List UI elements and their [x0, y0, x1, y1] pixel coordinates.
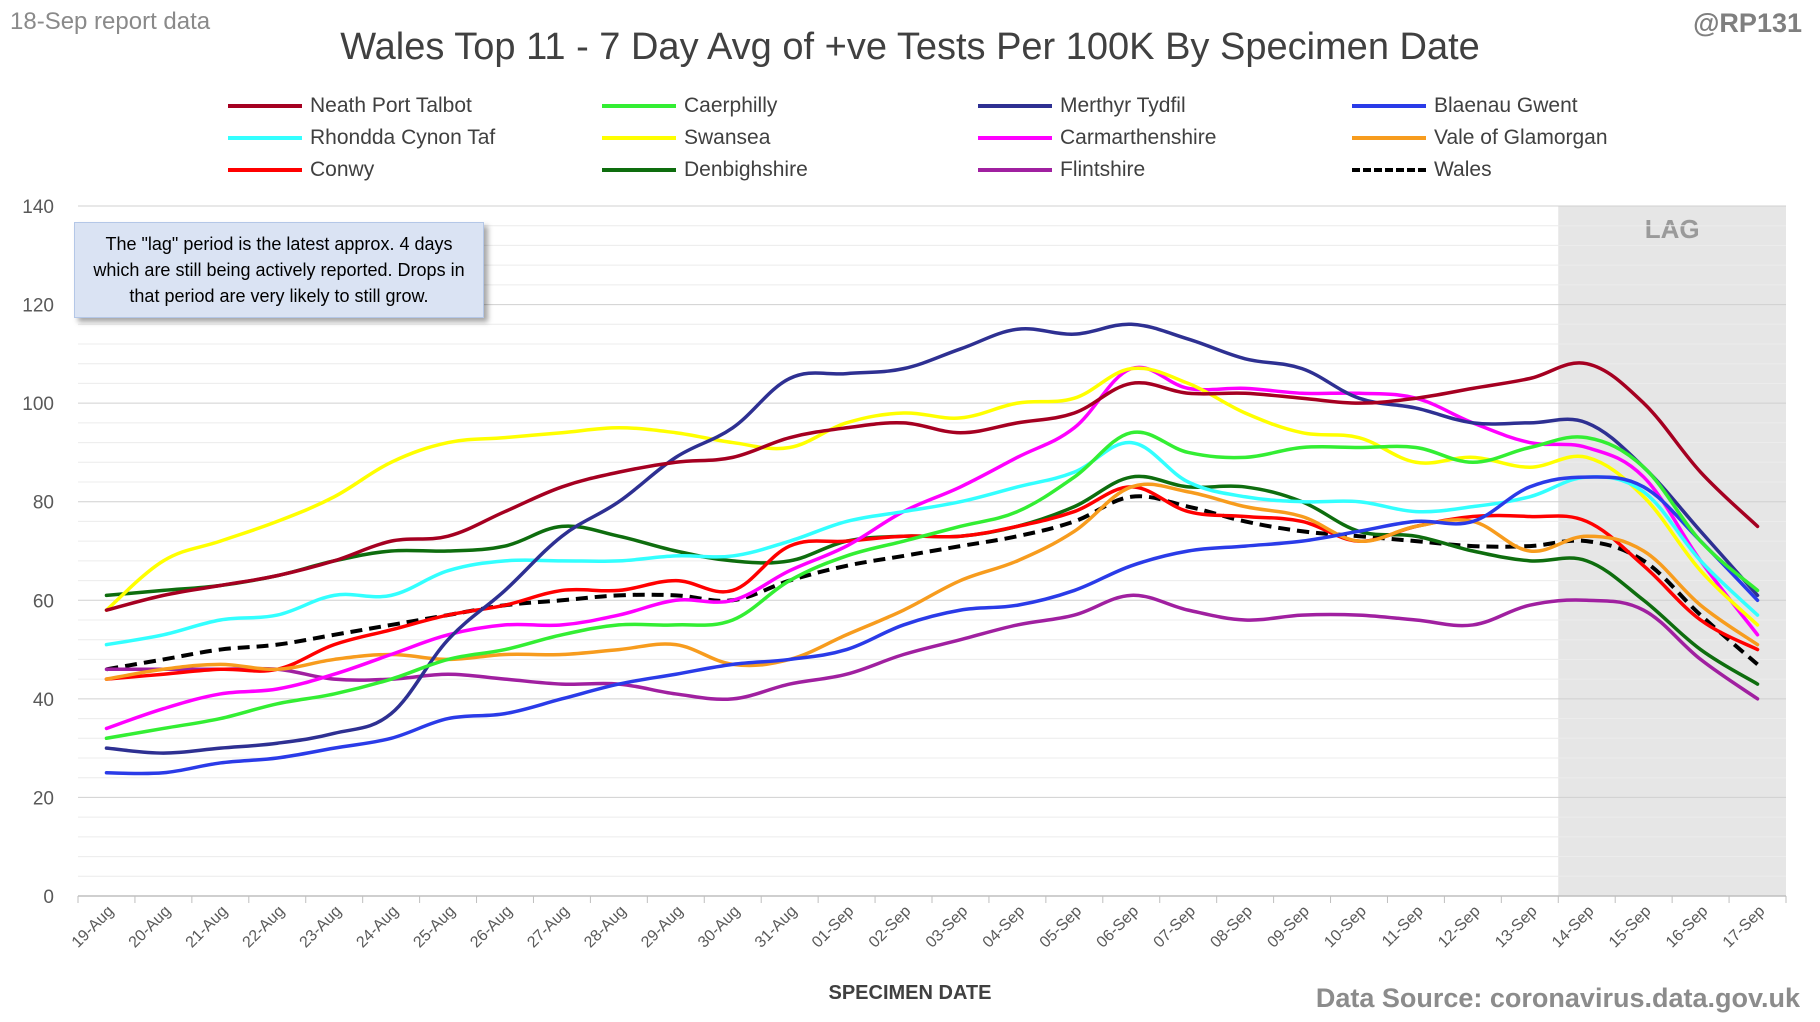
- legend-label: Neath Port Talbot: [310, 94, 472, 117]
- x-tick-label: 11-Sep: [1379, 903, 1427, 951]
- legend-swatch: [228, 104, 302, 108]
- legend-swatch: [228, 136, 302, 140]
- legend-label: Merthyr Tydfil: [1060, 94, 1186, 117]
- x-tick-label: 30-Aug: [695, 903, 744, 952]
- legend-item-caerphilly: Caerphilly: [602, 91, 777, 121]
- series-line-rhondda-cynon-taf: [104, 440, 1760, 647]
- legend-item-denbighshire: Denbighshire: [602, 155, 808, 185]
- series-line-swansea: [104, 366, 1760, 627]
- x-tick-label: 10-Sep: [1321, 903, 1370, 952]
- legend-label: Carmarthenshire: [1060, 126, 1217, 149]
- x-tick-label: 23-Aug: [297, 903, 346, 952]
- legend-swatch: [1352, 104, 1426, 108]
- legend-item-wales: Wales: [1352, 155, 1492, 185]
- y-tick-label: 0: [43, 887, 54, 908]
- x-tick-label: 19-Aug: [69, 903, 118, 952]
- series-line-vale-of-glamorgan: [104, 482, 1760, 681]
- legend-label: Wales: [1434, 158, 1492, 181]
- series-line-wales: [106, 494, 1759, 672]
- chart-title: Wales Top 11 - 7 Day Avg of +ve Tests Pe…: [340, 26, 1480, 68]
- legend-label: Caerphilly: [684, 94, 778, 117]
- x-tick-label: 13-Sep: [1492, 903, 1541, 952]
- y-tick-label: 140: [22, 197, 54, 218]
- y-tick-label: 60: [33, 591, 54, 612]
- x-tick-label: 21-Aug: [183, 903, 232, 952]
- series-line-carmarthenshire: [104, 365, 1760, 731]
- series-line-flintshire: [104, 593, 1760, 702]
- x-tick-label: 02-Sep: [866, 903, 915, 952]
- legend-item-blaenau-gwent: Blaenau Gwent: [1352, 91, 1578, 121]
- lag-note: The "lag" period is the latest approx. 4…: [74, 222, 484, 318]
- y-tick-label: 80: [33, 493, 54, 514]
- x-tick-label: 26-Aug: [467, 903, 516, 952]
- x-tick-label: 24-Aug: [353, 903, 402, 952]
- x-tick-label: 14-Sep: [1549, 903, 1598, 952]
- legend-item-flintshire: Flintshire: [978, 155, 1145, 185]
- legend-item-conwy: Conwy: [228, 155, 374, 185]
- x-tick-label: 22-Aug: [240, 903, 289, 952]
- x-tick-label: 27-Aug: [524, 903, 573, 952]
- x-tick-label: 03-Sep: [923, 903, 972, 952]
- series-line-caerphilly: [104, 430, 1760, 741]
- legend-swatch: [978, 136, 1052, 140]
- x-tick-label: 01-Sep: [809, 903, 858, 952]
- lag-label: LAG: [1645, 214, 1700, 244]
- legend-label: Flintshire: [1060, 158, 1146, 181]
- legend-item-carmarthenshire: Carmarthenshire: [978, 123, 1216, 153]
- y-tick-label: 120: [22, 296, 54, 317]
- x-tick-label: 20-Aug: [126, 903, 175, 952]
- x-tick-label: 06-Sep: [1094, 903, 1143, 952]
- legend-item-rhondda-cynon-taf: Rhondda Cynon Taf: [228, 123, 495, 153]
- series-line-blaenau-gwent: [104, 475, 1760, 776]
- legend-swatch: [602, 104, 676, 108]
- series-line-conwy: [104, 485, 1760, 681]
- x-tick-label: 28-Aug: [581, 903, 630, 952]
- x-tick-label: 09-Sep: [1264, 903, 1313, 952]
- lag-region: [1558, 206, 1786, 896]
- x-tick-label: 05-Sep: [1037, 903, 1086, 952]
- legend-swatch: [602, 168, 676, 172]
- x-axis-title: SPECIMEN DATE: [828, 982, 992, 1004]
- x-tick-label: 29-Aug: [638, 903, 687, 952]
- legend-label: Swansea: [684, 126, 771, 149]
- legend-swatch: [978, 104, 1052, 108]
- author-handle: @RP131: [1693, 8, 1802, 38]
- series-line-neath-port-talbot: [104, 361, 1760, 612]
- legend-label: Denbighshire: [684, 158, 808, 181]
- y-tick-label: 100: [22, 394, 54, 415]
- x-tick-label: 25-Aug: [410, 903, 459, 952]
- legend-swatch: [228, 168, 302, 172]
- legend-item-swansea: Swansea: [602, 123, 770, 153]
- x-tick-label: 12-Sep: [1435, 903, 1484, 952]
- y-tick-label: 40: [33, 690, 54, 711]
- y-tick-label: 20: [33, 788, 54, 809]
- x-tick-label: 08-Sep: [1207, 903, 1256, 952]
- report-date-label: 18-Sep report data: [10, 8, 211, 35]
- data-source: Data Source: coronavirus.data.gov.uk: [1315, 983, 1800, 1013]
- legend-swatch: [1352, 136, 1426, 140]
- x-tick-label: 15-Sep: [1606, 903, 1655, 952]
- legend-item-neath-port-talbot: Neath Port Talbot: [228, 91, 472, 121]
- legend-swatch: [1352, 168, 1426, 172]
- series-line-merthyr-tydfil: [104, 322, 1760, 755]
- legend-item-merthyr-tydfil: Merthyr Tydfil: [978, 91, 1186, 121]
- x-tick-label: 07-Sep: [1151, 903, 1200, 952]
- legend-item-vale-of-glamorgan: Vale of Glamorgan: [1352, 123, 1608, 153]
- legend-label: Rhondda Cynon Taf: [310, 126, 496, 149]
- legend-label: Vale of Glamorgan: [1434, 126, 1608, 149]
- x-tick-label: 16-Sep: [1663, 903, 1712, 952]
- legend-label: Conwy: [310, 158, 375, 181]
- x-tick-label: 04-Sep: [980, 903, 1029, 952]
- x-tick-label: 17-Sep: [1720, 903, 1769, 952]
- chart-legend: Neath Port Talbot Caerphilly Merthyr Tydfi…: [0, 94, 1820, 194]
- legend-swatch: [978, 168, 1052, 172]
- legend-swatch: [602, 136, 676, 140]
- legend-label: Blaenau Gwent: [1434, 94, 1578, 117]
- x-tick-label: 31-Aug: [752, 903, 801, 952]
